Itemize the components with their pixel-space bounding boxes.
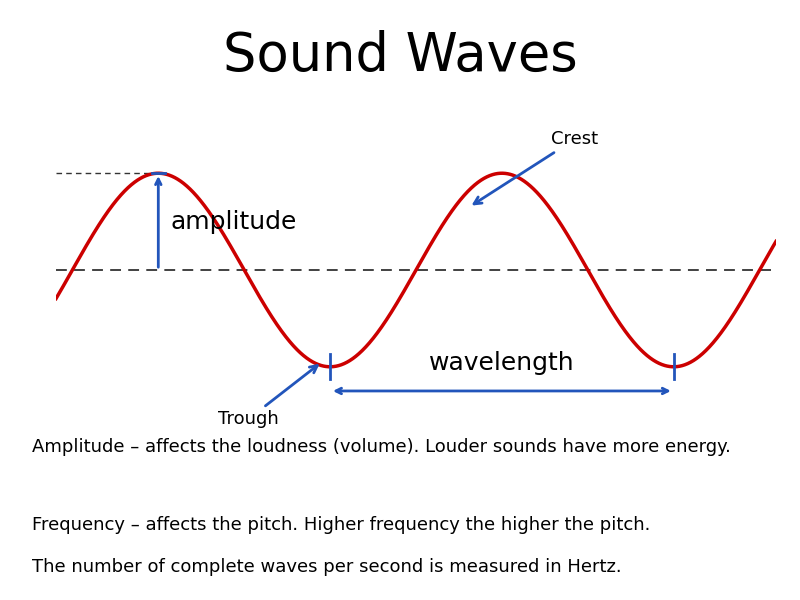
Text: The number of complete waves per second is measured in Hertz.: The number of complete waves per second … (32, 558, 622, 576)
Text: Crest: Crest (474, 130, 598, 204)
Text: amplitude: amplitude (170, 209, 297, 233)
Text: Sound Waves: Sound Waves (222, 30, 578, 82)
Text: Trough: Trough (218, 365, 318, 428)
Text: Frequency – affects the pitch. Higher frequency the higher the pitch.: Frequency – affects the pitch. Higher fr… (32, 516, 650, 534)
Text: Amplitude – affects the loudness (volume). Louder sounds have more energy.: Amplitude – affects the loudness (volume… (32, 438, 731, 456)
Text: wavelength: wavelength (429, 352, 574, 376)
